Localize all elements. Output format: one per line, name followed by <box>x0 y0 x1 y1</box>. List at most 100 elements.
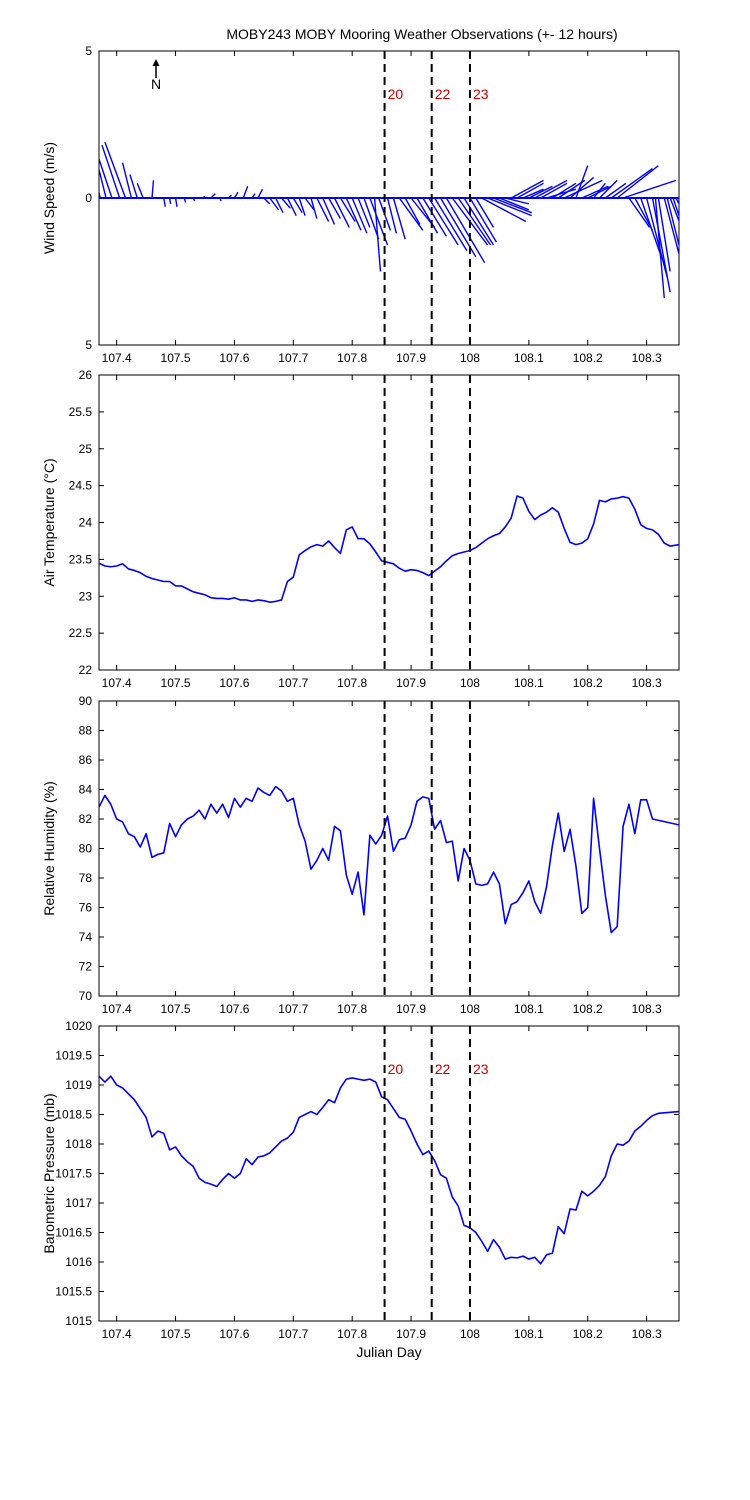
wind-stick <box>445 197 486 264</box>
air-xtick-label: 108.2 <box>573 676 603 690</box>
wind-stick <box>99 156 113 199</box>
rh-panel: 107.4 107.5 107.6 107.7 107.8 107.9 108 108.1 10… <box>41 694 680 1016</box>
wind-event-label: 22 <box>435 86 451 102</box>
air-ytick-label: 22 <box>79 663 93 677</box>
wind-stick <box>328 197 342 219</box>
wind-stick <box>663 197 679 255</box>
rh-ytick-label: 72 <box>79 960 93 974</box>
pres-ytick-label: 1019.5 <box>55 1049 92 1063</box>
wind-stick <box>298 197 306 216</box>
wind-stick <box>675 197 679 206</box>
wind-stick <box>622 179 677 199</box>
wind-stick <box>192 197 196 202</box>
wind-xtick-label: 107.6 <box>219 351 249 365</box>
wind-xtick-label: 108.3 <box>632 351 662 365</box>
pres-xtick-label: 107.6 <box>219 1327 249 1341</box>
wind-stick <box>345 197 362 231</box>
wind-stick <box>151 180 155 199</box>
wind-stick <box>386 197 398 234</box>
wind-stick <box>534 179 568 199</box>
rh-ytick-label: 86 <box>79 753 93 767</box>
wind-stick <box>269 197 280 211</box>
pres-event-label: 23 <box>473 1061 489 1077</box>
air-xtick-label: 107.4 <box>102 676 132 690</box>
wind-stick <box>101 144 121 199</box>
air-axes-frame <box>98 374 680 671</box>
wind-stick <box>457 197 492 246</box>
pres-ylabel: Barometric Pressure (mb) <box>41 1093 57 1253</box>
wind-stick <box>557 179 586 199</box>
pres-panel: 107.4 107.5 107.6 107.7 107.8 107.9 108 108.1 10… <box>41 1019 680 1360</box>
wind-stick <box>499 197 530 211</box>
wind-stick <box>251 193 256 199</box>
rh-ytick-label: 80 <box>79 842 93 856</box>
wind-stick <box>281 197 291 209</box>
rh-xtick-label: 107.5 <box>161 1002 191 1016</box>
wind-stick <box>640 197 662 258</box>
wind-stick <box>363 197 380 240</box>
wind-stick <box>168 197 172 204</box>
rh-xtick-label: 107.6 <box>219 1002 249 1016</box>
pres-xtick-label: 107.4 <box>102 1327 132 1341</box>
wind-stick <box>672 197 679 218</box>
wind-stick <box>628 197 651 228</box>
wind-stick <box>292 197 303 214</box>
wind-stick <box>599 179 618 199</box>
pres-ytick-label: 1019 <box>65 1078 92 1092</box>
wind-xtick-label: 108.1 <box>514 351 544 365</box>
pres-ytick-label: 1018 <box>65 1137 92 1151</box>
air-xtick-label: 107.7 <box>278 676 308 690</box>
air-xtick-label: 107.6 <box>219 676 249 690</box>
wind-stick <box>129 174 138 199</box>
rh-xtick-label: 107.8 <box>337 1002 367 1016</box>
wind-stick <box>257 188 264 199</box>
rh-data <box>99 785 679 934</box>
wind-stick <box>666 197 679 246</box>
pres-series-line <box>99 1075 679 1265</box>
pres-event-label: 22 <box>435 1061 451 1077</box>
wind-stick <box>645 197 668 278</box>
air-ytick-label: 25 <box>79 442 93 456</box>
wind-event-label: 23 <box>473 86 489 102</box>
air-data <box>99 495 679 603</box>
rh-ytick-label: 76 <box>79 901 93 915</box>
pres-xtick-label: 107.8 <box>337 1327 367 1341</box>
pres-ytick-label: 1017 <box>65 1196 92 1210</box>
pres-xtick-label: 108.2 <box>573 1327 603 1341</box>
wind-stick <box>604 182 627 199</box>
rh-series-line <box>99 785 679 934</box>
wind-stick <box>657 197 671 272</box>
wind-stick <box>373 197 382 272</box>
wind-stick <box>540 182 568 199</box>
wind-stick <box>475 197 495 228</box>
wind-stick <box>104 141 127 199</box>
wind-stick <box>669 197 679 223</box>
wind-stick <box>316 197 330 222</box>
wind-stick <box>398 197 424 231</box>
air-xtick-label: 107.5 <box>161 676 191 690</box>
pres-ytick-label: 1020 <box>65 1019 92 1033</box>
air-ytick-label: 25.5 <box>69 405 93 419</box>
wind-stick <box>357 197 371 228</box>
wind-stick <box>416 197 439 234</box>
wind-stick <box>487 197 532 217</box>
pres-xlabel: Julian Day <box>356 1344 421 1360</box>
air-series-line <box>99 495 679 603</box>
pres-ytick-label: 1016 <box>65 1255 92 1269</box>
wind-stick <box>654 197 665 299</box>
pres-event-label: 20 <box>388 1061 404 1077</box>
wind-stick <box>242 185 249 199</box>
wind-stick <box>99 166 107 199</box>
air-xtick-label: 108.3 <box>632 676 662 690</box>
rh-xtick-label: 108.3 <box>632 1002 662 1016</box>
rh-ytick-label: 90 <box>79 694 93 708</box>
rh-xtick-label: 107.4 <box>102 1002 132 1016</box>
rh-ytick-label: 82 <box>79 812 93 826</box>
wind-xtick-label: 107.8 <box>337 351 367 365</box>
wind-stick <box>339 197 356 222</box>
air-ylabel: Air Temperature (°C) <box>41 458 57 586</box>
rh-ytick-label: 88 <box>79 724 93 738</box>
wind-stick <box>651 197 671 293</box>
wind-ylabel: Wind Speed (m/s) <box>41 142 57 254</box>
